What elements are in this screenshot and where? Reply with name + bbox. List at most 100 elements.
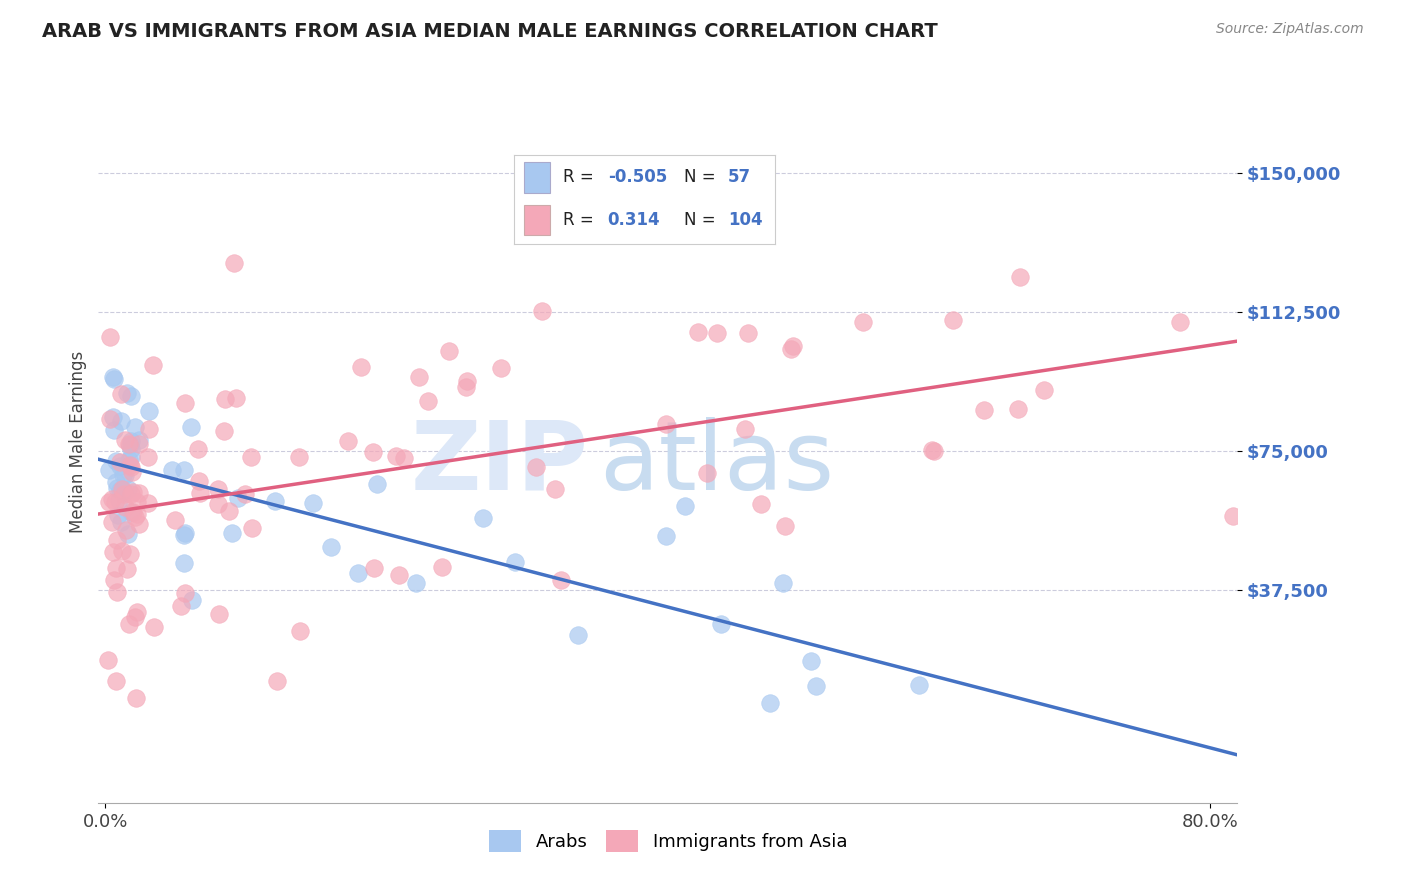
Text: N =: N = — [683, 211, 720, 229]
Point — [1222, 508, 1244, 523]
Point — [800, 654, 823, 668]
Point — [107, 508, 129, 522]
Text: atlas: atlas — [599, 417, 835, 509]
Text: N =: N = — [683, 169, 720, 186]
Point — [105, 454, 128, 468]
Point — [111, 544, 134, 558]
Point — [759, 696, 782, 710]
Point — [349, 360, 371, 375]
Point — [103, 545, 125, 559]
Point — [737, 326, 759, 341]
Point — [136, 496, 159, 510]
Point — [471, 510, 494, 524]
Point — [173, 525, 195, 540]
Point — [212, 424, 235, 438]
Point — [170, 599, 193, 613]
Point — [673, 499, 696, 513]
Point — [107, 481, 129, 495]
Point — [347, 566, 370, 580]
Point — [112, 485, 135, 500]
Point — [922, 444, 945, 458]
Point — [114, 433, 136, 447]
Point — [108, 483, 131, 497]
Point — [110, 387, 132, 401]
Point — [696, 467, 718, 481]
Point — [120, 460, 142, 475]
Point — [416, 393, 439, 408]
Point — [118, 458, 141, 472]
Point — [118, 438, 141, 452]
Point — [124, 610, 146, 624]
Point — [124, 420, 146, 434]
Text: R =: R = — [564, 169, 599, 186]
Point — [526, 460, 548, 475]
Point — [117, 483, 139, 497]
Point — [97, 463, 120, 477]
Point — [366, 476, 388, 491]
Point — [105, 533, 128, 547]
Point — [114, 468, 136, 483]
Point — [114, 523, 136, 537]
Legend: Arabs, Immigrants from Asia: Arabs, Immigrants from Asia — [481, 822, 855, 859]
Point — [405, 575, 427, 590]
Point — [112, 485, 135, 500]
Point — [110, 516, 132, 530]
Point — [120, 486, 142, 500]
Point — [117, 526, 139, 541]
Point — [1168, 314, 1191, 328]
Point — [111, 467, 134, 482]
Point — [128, 434, 150, 448]
Point — [121, 505, 143, 519]
Point — [115, 385, 138, 400]
Point — [173, 557, 195, 571]
Point — [430, 559, 453, 574]
Point — [456, 374, 478, 388]
Point — [174, 585, 197, 599]
Point — [226, 491, 249, 506]
Point — [772, 576, 794, 591]
Point — [942, 313, 965, 327]
Point — [101, 515, 124, 529]
Point — [124, 510, 146, 524]
FancyBboxPatch shape — [524, 205, 550, 235]
Point — [907, 678, 929, 692]
Text: 0.314: 0.314 — [607, 211, 661, 229]
Point — [128, 437, 150, 451]
Point — [544, 483, 567, 497]
Point — [392, 451, 415, 466]
Text: 104: 104 — [728, 211, 762, 229]
Point — [773, 519, 796, 533]
Point — [225, 391, 247, 405]
Text: ZIP: ZIP — [411, 417, 588, 509]
Point — [118, 617, 141, 632]
Point — [125, 494, 148, 508]
Point — [290, 624, 312, 638]
Point — [174, 396, 197, 410]
Point — [710, 616, 733, 631]
Point — [921, 443, 943, 458]
Point — [1007, 401, 1029, 416]
Point — [98, 495, 121, 509]
Point — [214, 392, 236, 406]
Point — [115, 562, 138, 576]
Point — [973, 403, 995, 417]
Point — [128, 516, 150, 531]
Point — [100, 412, 122, 426]
Point — [163, 513, 186, 527]
Point — [489, 360, 512, 375]
Point — [111, 482, 134, 496]
Point — [505, 555, 527, 569]
Point — [138, 421, 160, 435]
Point — [101, 369, 124, 384]
Point — [188, 474, 211, 488]
Point — [337, 434, 360, 449]
Point — [180, 592, 202, 607]
Point — [187, 442, 209, 456]
Point — [103, 423, 125, 437]
Point — [101, 491, 124, 506]
FancyBboxPatch shape — [524, 162, 550, 193]
Point — [108, 455, 131, 469]
Text: ARAB VS IMMIGRANTS FROM ASIA MEDIAN MALE EARNINGS CORRELATION CHART: ARAB VS IMMIGRANTS FROM ASIA MEDIAN MALE… — [42, 22, 938, 41]
Point — [125, 507, 148, 521]
Point — [120, 434, 142, 448]
